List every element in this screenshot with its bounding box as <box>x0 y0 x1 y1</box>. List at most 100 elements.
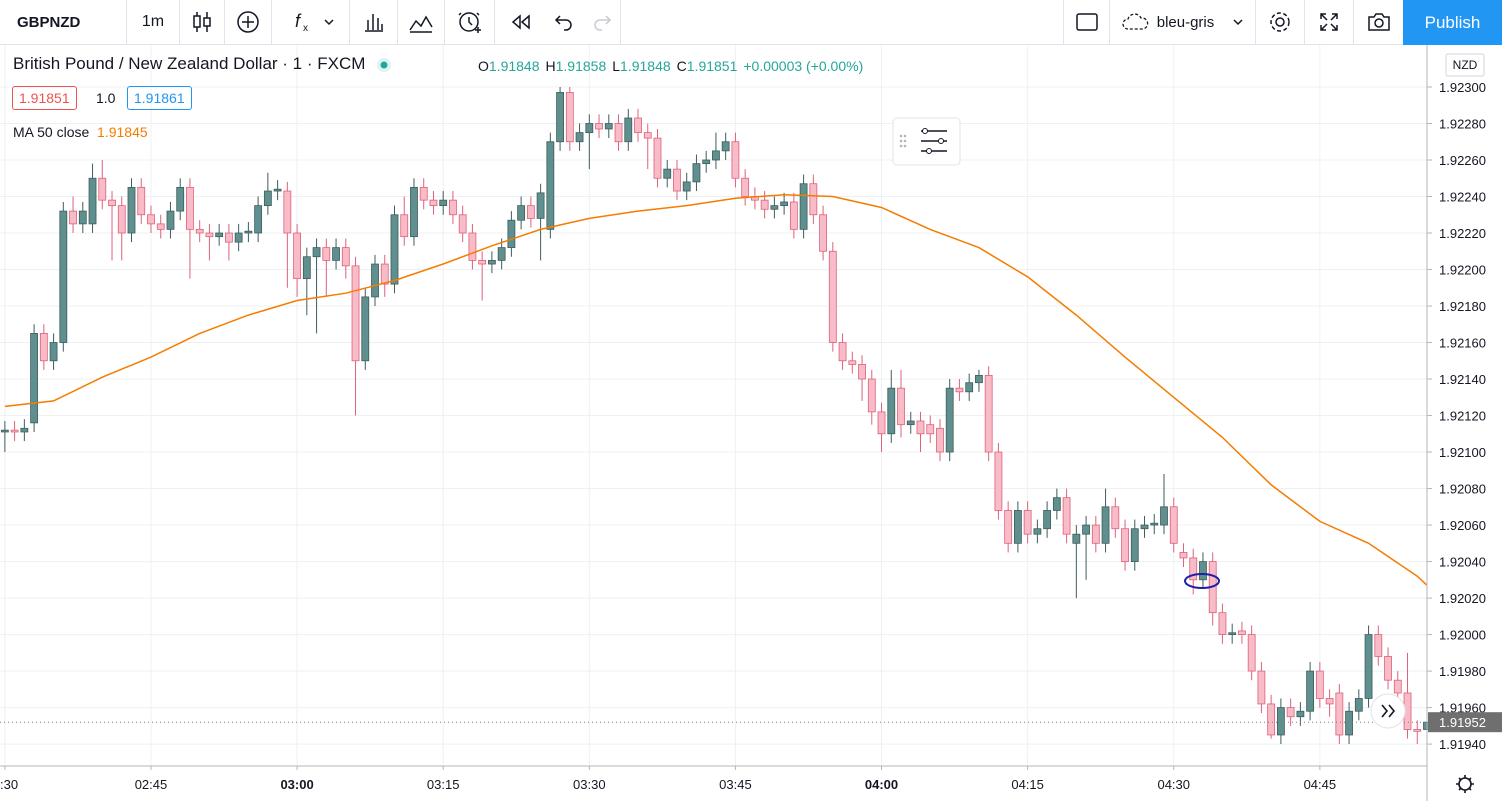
candle-body <box>478 259 487 265</box>
candle-body <box>1160 506 1168 526</box>
alert-button[interactable] <box>445 0 495 44</box>
candle-body <box>117 205 126 234</box>
snapshot-button[interactable] <box>1354 0 1403 44</box>
spread: 1.0 <box>96 90 116 106</box>
candle-body <box>507 219 516 249</box>
fullscreen-button[interactable] <box>1305 0 1354 44</box>
candle-body <box>780 201 789 207</box>
settings-widget[interactable] <box>892 117 961 166</box>
scroll-right-button[interactable] <box>1370 693 1406 729</box>
candle-body <box>712 150 720 161</box>
ask-price[interactable]: 1.91861 <box>127 86 192 110</box>
chart-type-button[interactable] <box>180 0 225 44</box>
candle-body <box>361 296 370 362</box>
currency-label: NZD <box>1445 53 1485 77</box>
theme-selector[interactable]: bleu-gris <box>1110 0 1256 44</box>
candle-body <box>926 424 935 435</box>
candle-body <box>332 247 340 261</box>
candle-body <box>273 188 282 192</box>
candle-body <box>1247 634 1256 672</box>
candle-body <box>1384 656 1392 681</box>
candle-body <box>127 186 136 234</box>
bars-button[interactable] <box>350 0 398 44</box>
candle-body <box>497 247 506 261</box>
candle-body <box>283 190 292 234</box>
candle-body <box>1140 524 1149 530</box>
candle-body <box>1267 703 1276 736</box>
candle-body <box>1072 533 1081 544</box>
candle-body <box>380 263 389 285</box>
candle-body <box>682 181 691 192</box>
y-tick-label: 1.92180 <box>1439 299 1486 314</box>
bid-price[interactable]: 1.91851 <box>12 86 77 110</box>
symbol[interactable]: GBPNZD <box>0 0 127 44</box>
y-tick-label: 1.92040 <box>1439 555 1486 570</box>
compare-button[interactable] <box>225 0 272 44</box>
interval[interactable]: 1m <box>127 0 180 44</box>
candle-body <box>351 265 360 362</box>
y-tick-label: 1.92120 <box>1439 409 1486 424</box>
ma-legend: MA 50 close 1.91845 <box>13 124 148 140</box>
settings-gear[interactable] <box>1456 775 1474 793</box>
candle-body <box>517 205 526 221</box>
candle-body <box>702 159 711 165</box>
candle-body <box>721 141 730 152</box>
templates-button[interactable] <box>398 0 445 44</box>
candle-body <box>1276 707 1285 736</box>
candle-body <box>244 230 253 234</box>
candle-body <box>984 374 993 453</box>
candle-body <box>195 228 204 234</box>
publish-button[interactable]: Publish <box>1403 0 1502 45</box>
replay-button[interactable] <box>495 0 545 44</box>
candle-body <box>906 420 915 426</box>
x-tick-label: 03:30 <box>573 777 606 792</box>
candle-body <box>867 378 876 413</box>
candle-body <box>1413 729 1422 732</box>
candle-body <box>809 183 818 216</box>
candle-body <box>488 259 496 265</box>
candle-body <box>731 141 740 179</box>
candle-body <box>1062 497 1071 535</box>
candle-body <box>1169 506 1178 544</box>
candle-body <box>166 210 175 230</box>
candle-body <box>1238 630 1246 635</box>
candle-body <box>215 232 224 238</box>
candle-body <box>770 205 779 210</box>
candle-body <box>419 186 428 201</box>
ohlc-change: +0.00003 (+0.00%) <box>743 58 864 74</box>
candle-body <box>390 214 399 285</box>
redo-button[interactable] <box>583 0 621 44</box>
candle-body <box>634 117 642 134</box>
layout-button[interactable] <box>1063 0 1110 44</box>
candle-body <box>1374 634 1383 657</box>
y-tick-label: 1.91960 <box>1439 701 1486 716</box>
candle-body <box>1306 670 1315 712</box>
candle-body <box>585 123 594 134</box>
candle-body <box>429 199 438 207</box>
candle-body <box>614 123 623 143</box>
undo-button[interactable] <box>545 0 583 44</box>
x-tick-label: 04:15 <box>1011 777 1044 792</box>
candle-body <box>760 199 769 210</box>
x-tick-label: 04:45 <box>1304 777 1337 792</box>
candle-body <box>595 123 603 130</box>
candle-body <box>254 205 263 234</box>
svg-text:x: x <box>303 23 308 34</box>
candle-body <box>916 420 925 435</box>
candle-body <box>673 168 681 192</box>
candle-body <box>653 137 662 179</box>
candle-body <box>828 250 837 343</box>
theme-name: bleu-gris <box>1156 13 1215 31</box>
y-tick-label: 1.92140 <box>1439 372 1486 387</box>
candle-body <box>1257 670 1266 705</box>
candle-body <box>78 210 87 225</box>
settings-button[interactable] <box>1256 0 1305 44</box>
currency: NZD <box>1453 58 1478 72</box>
svg-text:f: f <box>295 11 302 31</box>
ohlc-values: O1.91848 H1.91858 L1.91848 C1.91851 +0.00003… <box>478 58 863 74</box>
candle-body <box>1111 506 1120 530</box>
